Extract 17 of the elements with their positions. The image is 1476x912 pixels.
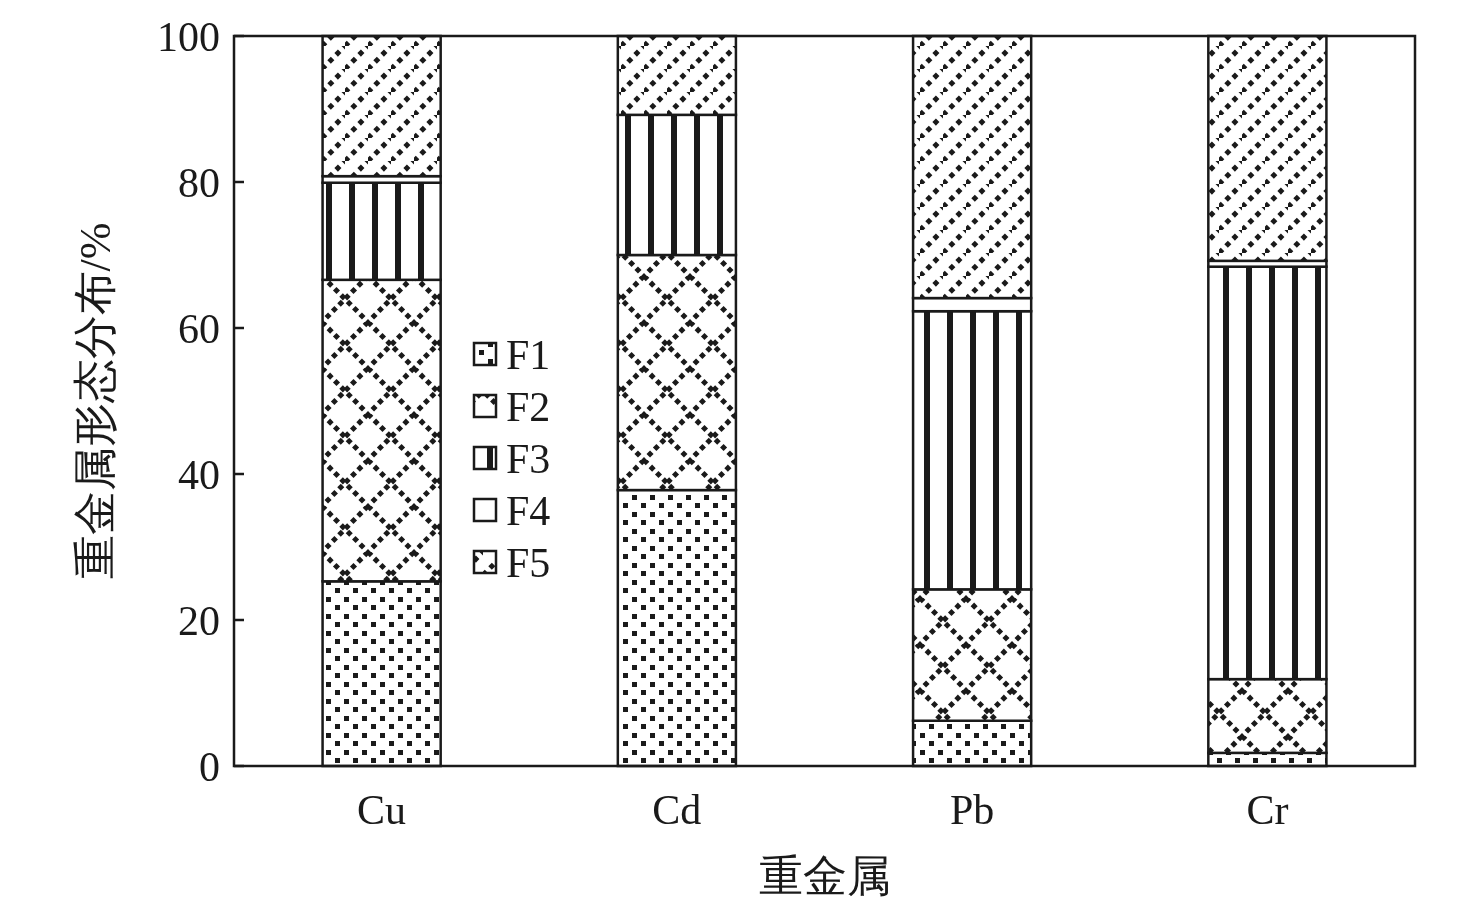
y-tick-label: 0 [199,743,220,790]
x-tick-label: Pb [949,787,995,833]
legend-label: F2 [506,383,551,430]
x-tick-label: Cr [1246,787,1289,833]
y-axis-title: 重金属形态分布/% [71,222,120,580]
y-tick-label: 40 [178,451,220,498]
y-tick-label: 20 [178,597,220,644]
legend-label: F5 [506,539,551,586]
x-axis-title: 重金属 [758,852,891,901]
x-tick-label: Cu [357,787,407,833]
x-tick-label: Cd [652,787,702,833]
legend-label: F1 [506,331,551,378]
y-tick-label: 80 [178,159,220,206]
legend-label: F4 [506,487,551,534]
y-tick-label: 100 [157,13,220,60]
y-tick-label: 60 [178,305,220,352]
legend-label: F3 [506,435,551,482]
